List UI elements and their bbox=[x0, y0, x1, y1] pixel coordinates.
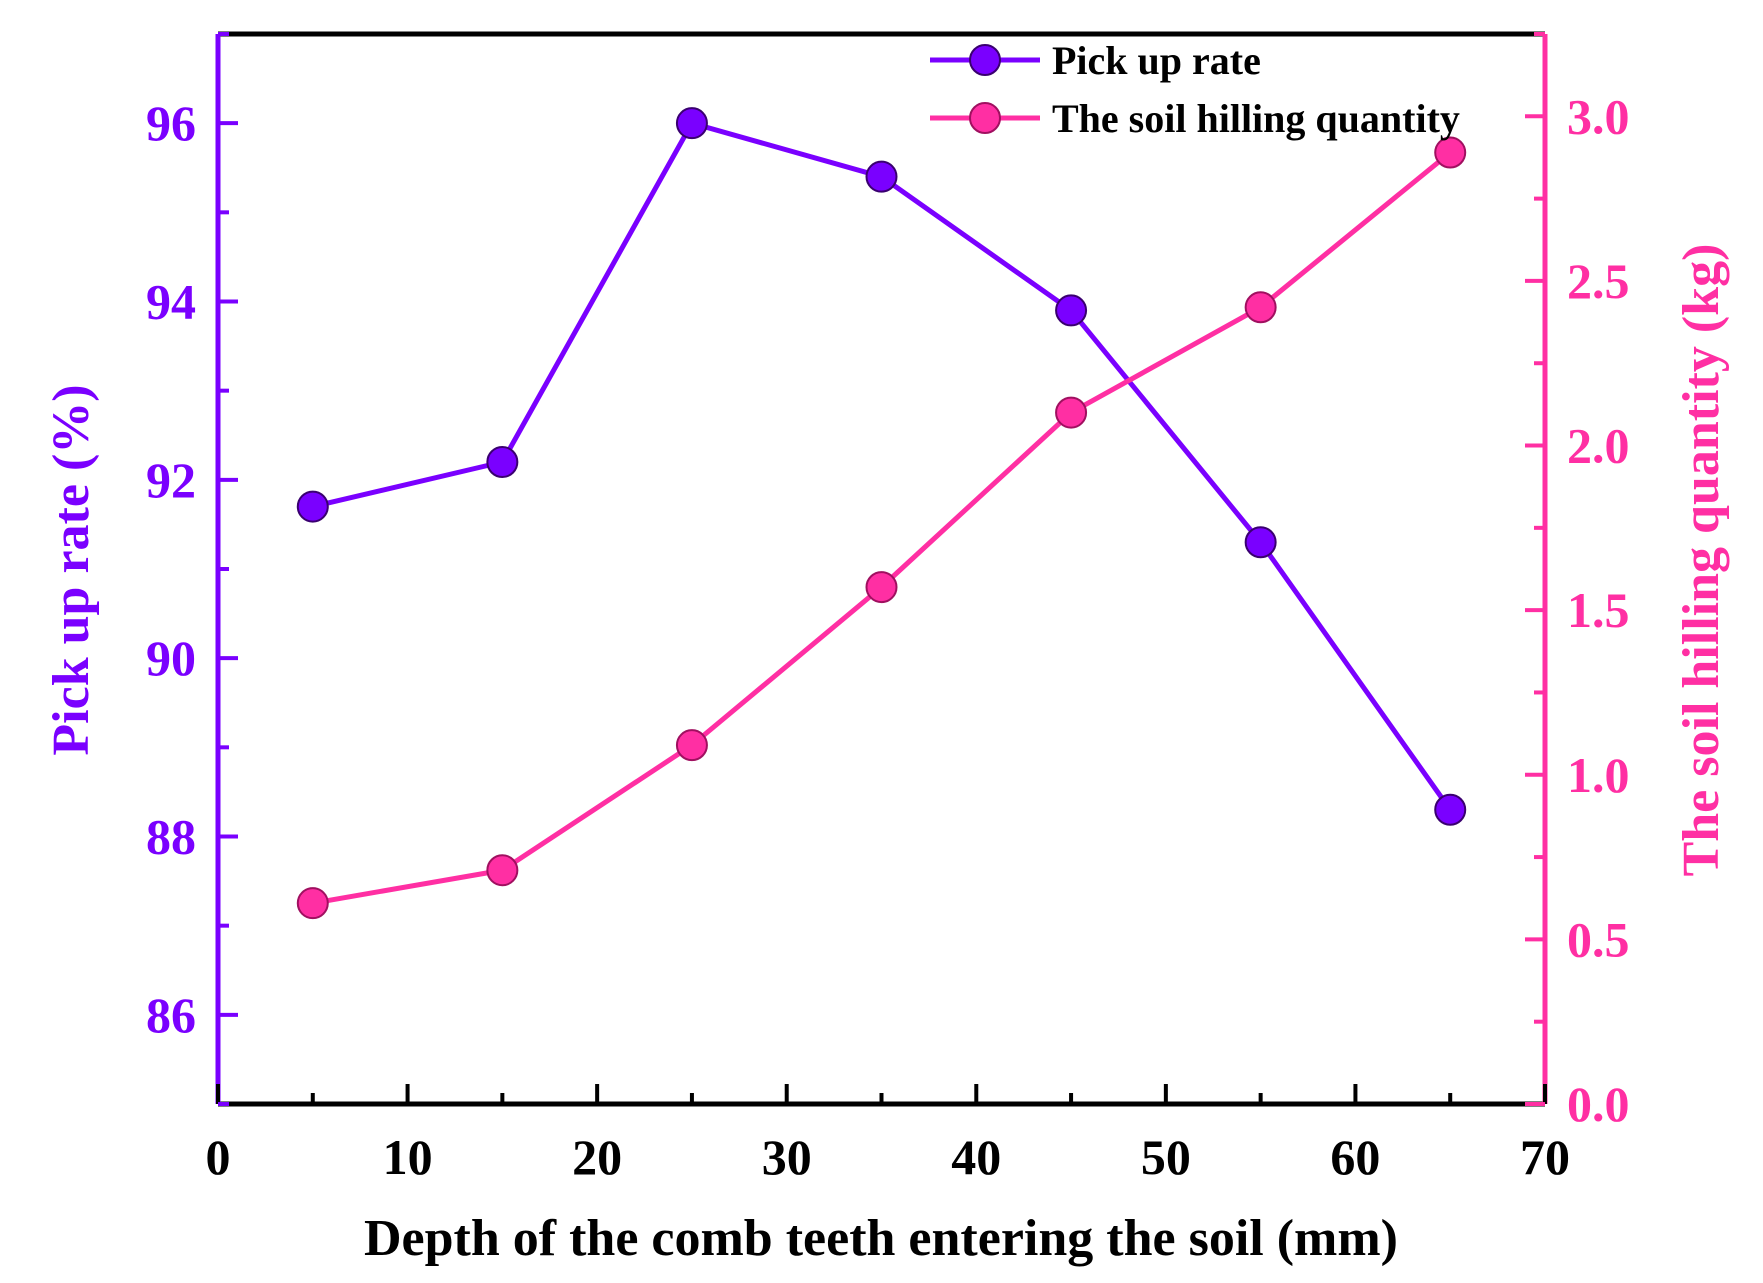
x-tick-label: 0 bbox=[206, 1129, 231, 1185]
left-y-tick-label: 94 bbox=[146, 274, 196, 330]
series-layer bbox=[296, 107, 1467, 920]
legend-label-pick-up-rate: Pick up rate bbox=[1052, 38, 1261, 83]
x-axis-ticks: 0 10 20 30 40 50 60 70 bbox=[206, 1084, 1570, 1185]
data-point-soil-hilling bbox=[1055, 396, 1088, 429]
data-point-pick-up-rate bbox=[865, 160, 898, 193]
data-point-pick-up-rate bbox=[1244, 526, 1277, 559]
right-y-axis-ticks: 0.0 0.5 1.0 1.5 2.0 2.5 3.0 bbox=[1525, 32, 1630, 1132]
x-tick-label: 40 bbox=[951, 1129, 1001, 1185]
data-point-soil-hilling bbox=[865, 571, 898, 604]
legend-marker-pick-up-rate bbox=[969, 44, 1001, 76]
right-y-tick-label: 1.5 bbox=[1567, 582, 1630, 638]
x-tick-label: 70 bbox=[1520, 1129, 1570, 1185]
left-y-axis-ticks: 86 88 90 92 94 96 bbox=[146, 32, 238, 1106]
x-tick-label: 30 bbox=[762, 1129, 812, 1185]
right-y-axis-title: The soil hilling quantity (kg) bbox=[1673, 244, 1730, 877]
x-tick-label: 20 bbox=[572, 1129, 622, 1185]
x-tick-label: 60 bbox=[1330, 1129, 1380, 1185]
data-point-soil-hilling bbox=[296, 887, 329, 920]
right-y-tick-label: 3.0 bbox=[1567, 88, 1630, 144]
series-line-soil-hilling bbox=[312, 150, 1452, 906]
data-point-pick-up-rate bbox=[1434, 793, 1467, 826]
legend-marker-soil-hilling bbox=[969, 102, 1001, 134]
left-y-tick-label: 92 bbox=[146, 452, 196, 508]
right-y-tick-label: 0.5 bbox=[1567, 911, 1630, 967]
data-point-pick-up-rate bbox=[675, 107, 708, 140]
data-point-pick-up-rate bbox=[1055, 294, 1088, 327]
legend-label-soil-hilling: The soil hilling quantity bbox=[1052, 96, 1460, 141]
left-y-tick-label: 88 bbox=[146, 809, 196, 865]
data-point-soil-hilling bbox=[1244, 291, 1277, 324]
x-tick-label: 10 bbox=[383, 1129, 433, 1185]
series-line-pick-up-rate bbox=[312, 120, 1453, 812]
data-point-pick-up-rate bbox=[296, 490, 329, 523]
left-y-tick-label: 96 bbox=[146, 95, 196, 151]
data-point-soil-hilling bbox=[675, 729, 708, 762]
left-y-tick-label: 90 bbox=[146, 630, 196, 686]
legend: Pick up rate The soil hilling quantity bbox=[930, 38, 1460, 141]
right-y-tick-label: 0.0 bbox=[1567, 1076, 1630, 1132]
x-axis-title: Depth of the comb teeth entering the soi… bbox=[364, 1210, 1398, 1267]
data-point-pick-up-rate bbox=[486, 446, 519, 478]
plot-frame bbox=[218, 34, 1545, 1104]
left-y-tick-label: 86 bbox=[146, 987, 196, 1043]
right-y-tick-label: 2.5 bbox=[1567, 253, 1630, 309]
x-tick-label: 50 bbox=[1141, 1129, 1191, 1185]
right-y-tick-label: 1.0 bbox=[1567, 747, 1630, 803]
left-y-axis-title: Pick up rate (%) bbox=[43, 384, 100, 755]
data-point-soil-hilling bbox=[486, 854, 519, 887]
data-point-soil-hilling bbox=[1434, 136, 1467, 169]
right-y-tick-label: 2.0 bbox=[1567, 418, 1630, 474]
